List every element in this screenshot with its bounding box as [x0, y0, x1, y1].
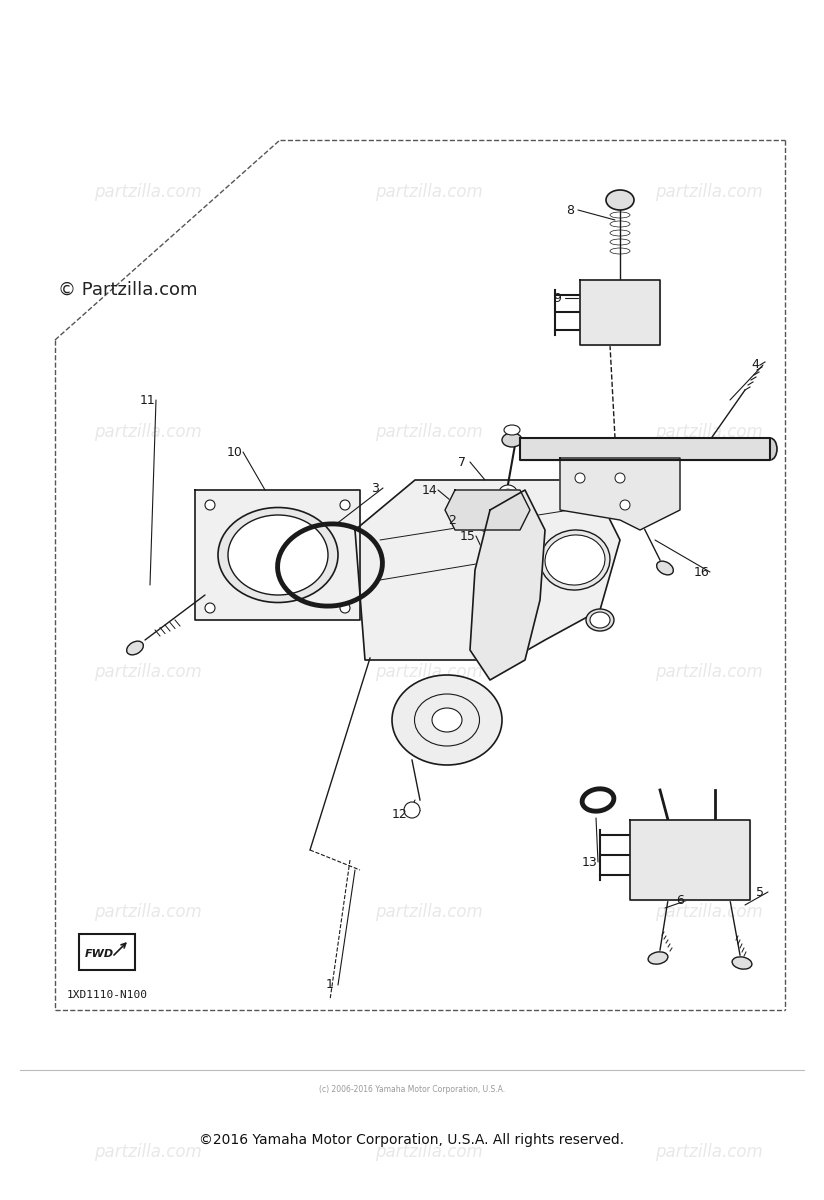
Ellipse shape — [657, 562, 673, 575]
Polygon shape — [580, 280, 660, 346]
Text: 13: 13 — [582, 856, 598, 869]
Text: partzilla.com: partzilla.com — [95, 422, 202, 440]
Ellipse shape — [732, 956, 752, 970]
Text: partzilla.com: partzilla.com — [655, 662, 762, 682]
Ellipse shape — [606, 190, 634, 210]
Ellipse shape — [432, 708, 462, 732]
Ellipse shape — [404, 802, 420, 818]
Ellipse shape — [590, 612, 610, 628]
Text: 1XD1110-N100: 1XD1110-N100 — [67, 990, 147, 1000]
Ellipse shape — [620, 500, 630, 510]
Text: 16: 16 — [694, 565, 709, 578]
Text: 6: 6 — [676, 894, 684, 906]
Ellipse shape — [205, 500, 215, 510]
Ellipse shape — [575, 473, 585, 482]
Text: FWD: FWD — [84, 949, 114, 959]
Text: 3: 3 — [371, 481, 379, 494]
Ellipse shape — [392, 674, 502, 766]
Text: partzilla.com: partzilla.com — [95, 182, 202, 200]
Ellipse shape — [228, 515, 328, 595]
Text: partzilla.com: partzilla.com — [375, 182, 482, 200]
Text: 4: 4 — [751, 359, 759, 372]
Text: partzilla.com: partzilla.com — [655, 1142, 762, 1162]
Text: (c) 2006-2016 Yamaha Motor Corporation, U.S.A.: (c) 2006-2016 Yamaha Motor Corporation, … — [319, 1086, 505, 1094]
Text: © Partzilla.com: © Partzilla.com — [58, 281, 198, 299]
Text: partzilla.com: partzilla.com — [95, 1142, 202, 1162]
Text: partzilla.com: partzilla.com — [375, 422, 482, 440]
Text: partzilla.com: partzilla.com — [375, 662, 482, 682]
Ellipse shape — [609, 326, 625, 343]
Text: 9: 9 — [553, 292, 561, 305]
Text: partzilla.com: partzilla.com — [655, 902, 762, 922]
Ellipse shape — [487, 590, 527, 610]
Ellipse shape — [502, 433, 522, 446]
Ellipse shape — [491, 632, 523, 647]
Text: partzilla.com: partzilla.com — [95, 662, 202, 682]
Polygon shape — [470, 490, 545, 680]
Polygon shape — [195, 490, 360, 620]
Ellipse shape — [504, 425, 520, 434]
Text: partzilla.com: partzilla.com — [95, 902, 202, 922]
Ellipse shape — [340, 602, 350, 613]
Polygon shape — [355, 480, 620, 660]
Text: 14: 14 — [422, 484, 438, 497]
Ellipse shape — [498, 485, 518, 505]
Ellipse shape — [205, 602, 215, 613]
Text: 12: 12 — [392, 809, 408, 822]
Ellipse shape — [763, 438, 777, 460]
Text: partzilla.com: partzilla.com — [655, 182, 762, 200]
Ellipse shape — [340, 500, 350, 510]
Text: ©2016 Yamaha Motor Corporation, U.S.A. All rights reserved.: ©2016 Yamaha Motor Corporation, U.S.A. A… — [199, 1133, 625, 1147]
Ellipse shape — [648, 952, 668, 964]
Ellipse shape — [218, 508, 338, 602]
Text: 5: 5 — [756, 886, 764, 899]
Text: 15: 15 — [460, 529, 476, 542]
Polygon shape — [630, 820, 750, 900]
Ellipse shape — [497, 538, 517, 558]
Bar — [590, 295, 645, 335]
Ellipse shape — [586, 608, 614, 631]
Ellipse shape — [615, 473, 625, 482]
Text: 8: 8 — [566, 204, 574, 216]
Polygon shape — [445, 490, 530, 530]
Text: 1: 1 — [326, 978, 334, 991]
Ellipse shape — [487, 611, 527, 629]
Ellipse shape — [502, 490, 514, 502]
Text: partzilla.com: partzilla.com — [375, 902, 482, 922]
Bar — [79, 934, 135, 970]
Ellipse shape — [545, 535, 605, 586]
Ellipse shape — [127, 641, 143, 655]
Text: 2: 2 — [448, 514, 456, 527]
Text: 11: 11 — [140, 394, 156, 407]
Polygon shape — [520, 438, 770, 460]
Ellipse shape — [414, 694, 480, 746]
Text: 7: 7 — [458, 456, 466, 468]
Polygon shape — [560, 458, 680, 530]
Text: 10: 10 — [227, 445, 243, 458]
Text: partzilla.com: partzilla.com — [655, 422, 762, 440]
Text: partzilla.com: partzilla.com — [375, 1142, 482, 1162]
Ellipse shape — [540, 530, 610, 590]
